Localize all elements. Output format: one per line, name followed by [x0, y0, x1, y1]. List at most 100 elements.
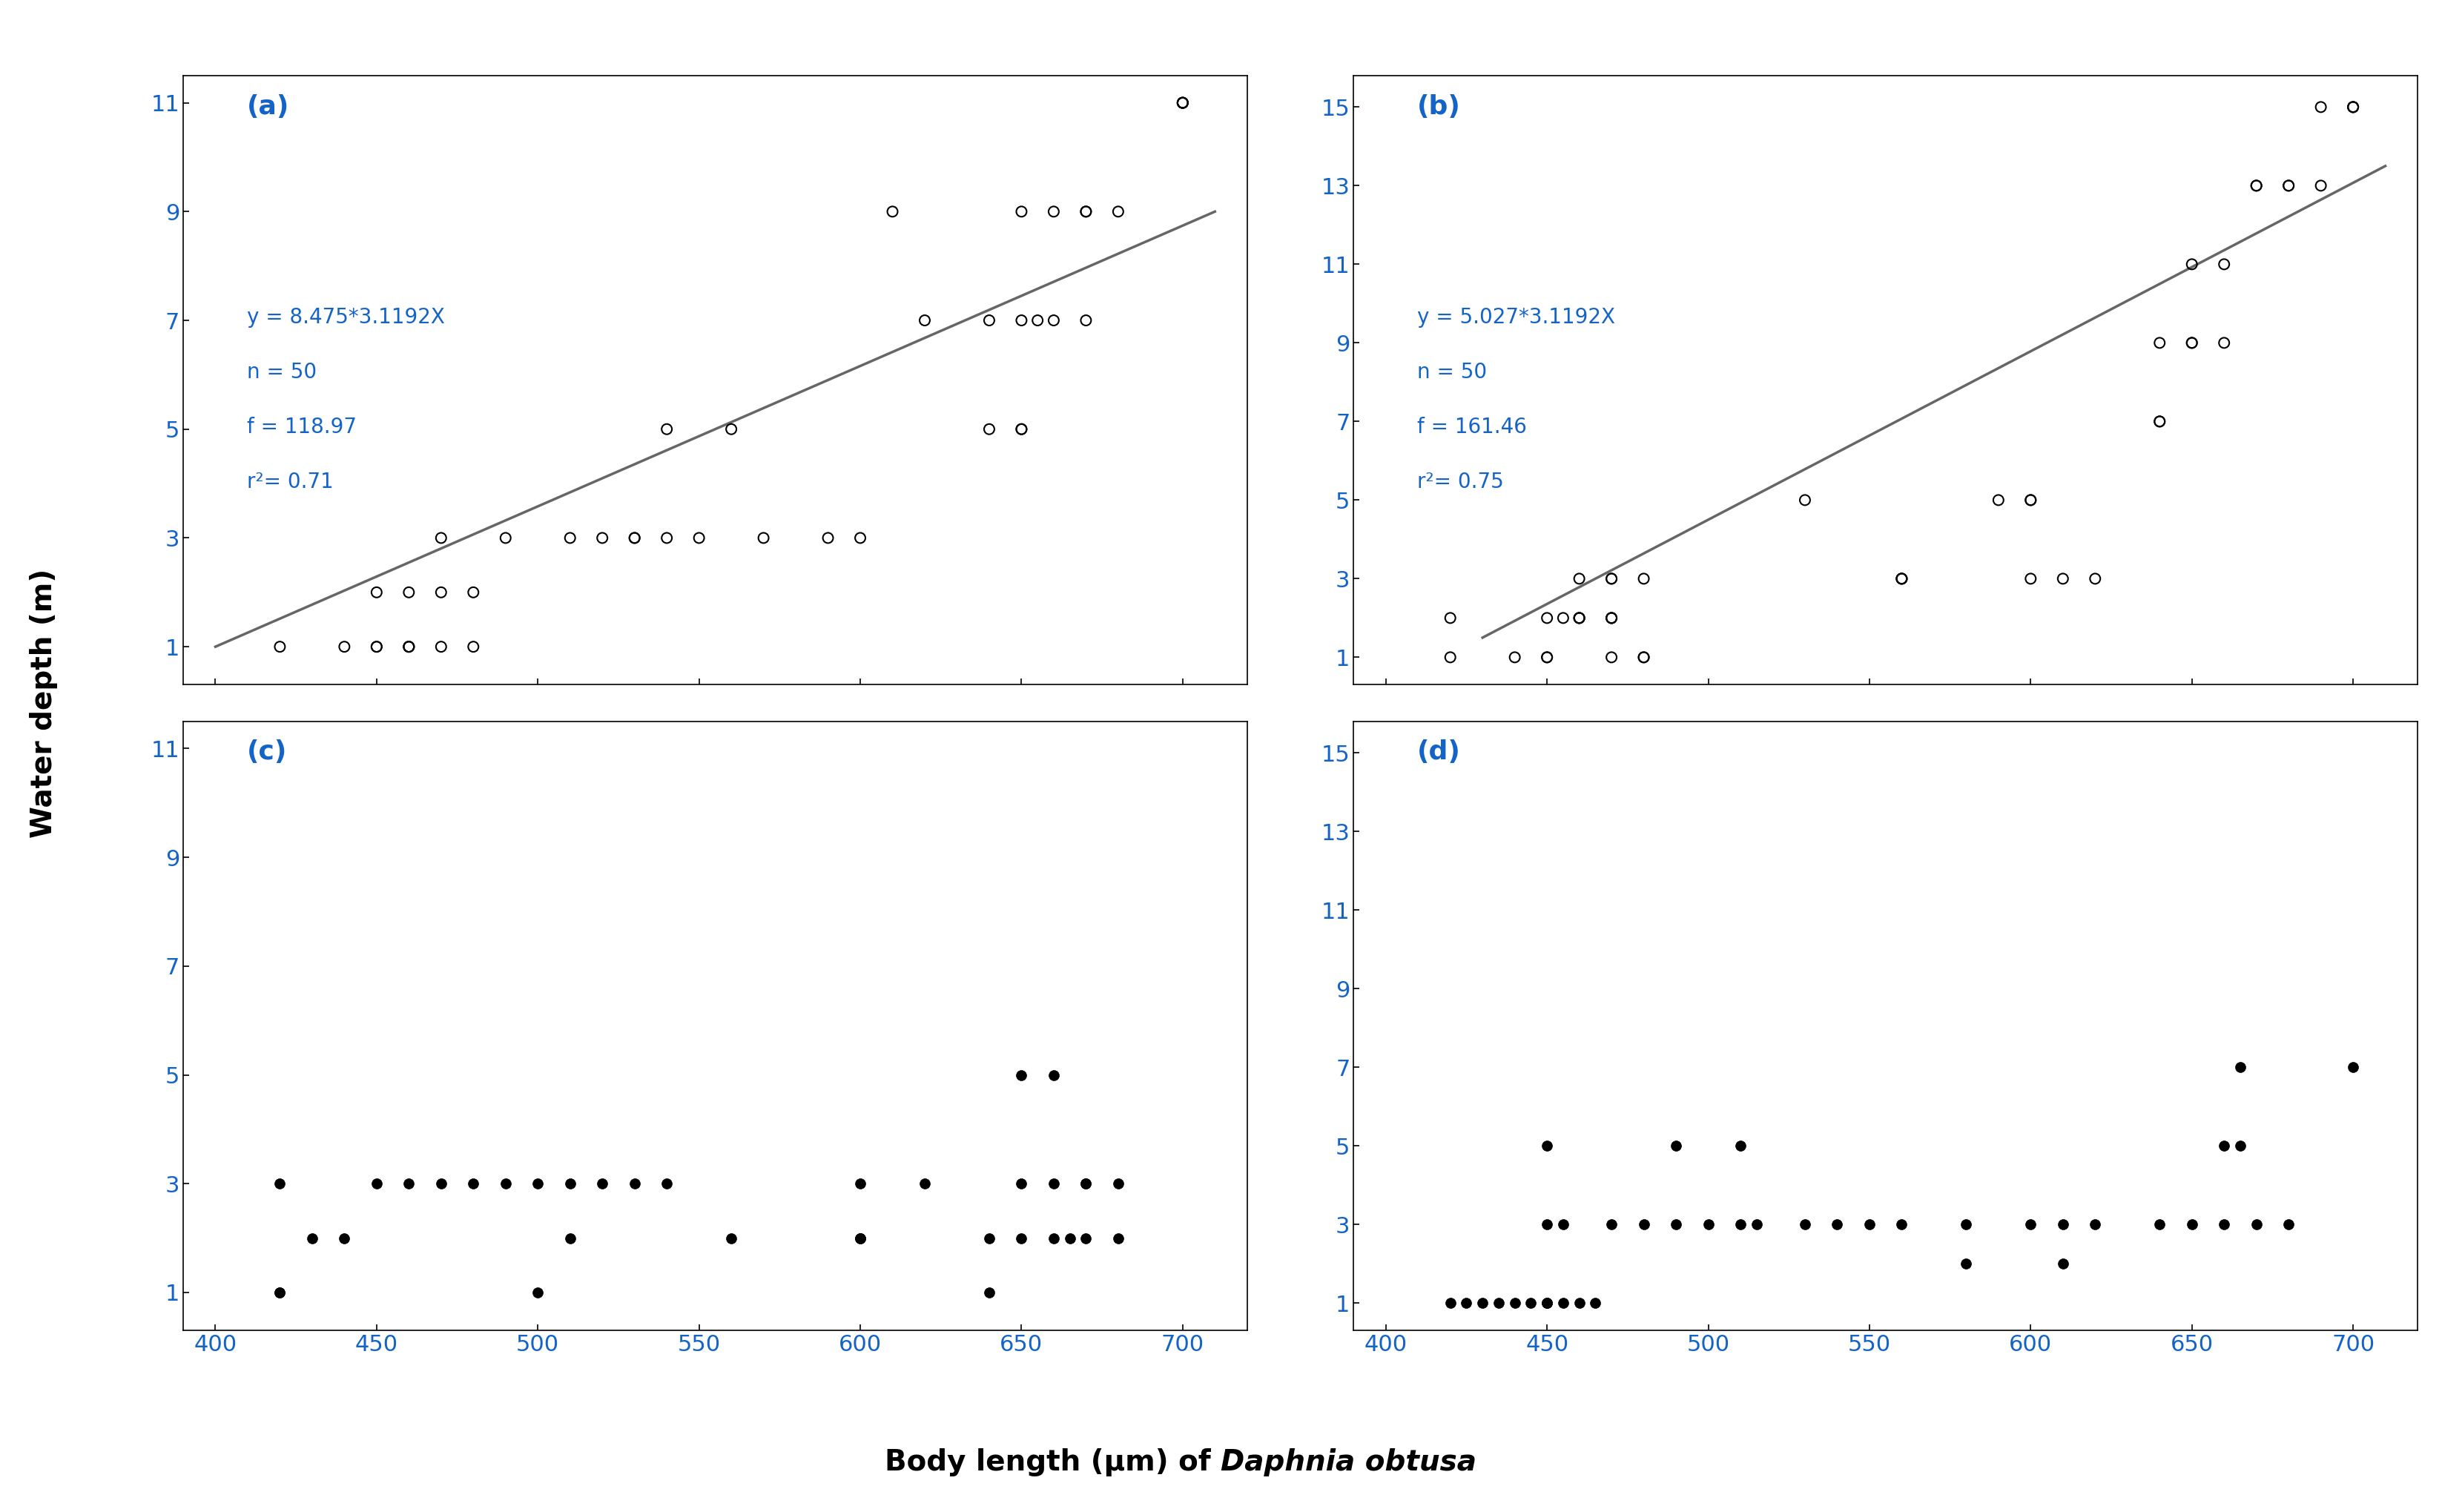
Text: (d): (d): [1416, 739, 1460, 765]
Point: [549, 1226, 589, 1250]
Point: [2269, 174, 2308, 198]
Point: [1099, 1172, 1138, 1196]
Point: [840, 1226, 879, 1250]
Point: [1656, 1213, 1695, 1237]
Point: [388, 581, 427, 605]
Point: [615, 526, 654, 550]
Point: [422, 1172, 462, 1196]
Point: [1099, 1226, 1138, 1250]
Point: [2335, 95, 2374, 119]
Point: [647, 1172, 686, 1196]
Point: [261, 1172, 300, 1196]
Point: [2269, 174, 2308, 198]
Point: [1946, 1213, 1985, 1237]
Point: [1529, 1291, 1568, 1315]
Point: [1050, 1226, 1089, 1250]
Point: [1529, 1291, 1568, 1315]
Point: [2335, 1055, 2374, 1080]
Point: [1431, 1291, 1470, 1315]
Point: [1624, 646, 1663, 670]
Point: [325, 1226, 364, 1250]
Point: [969, 1226, 1009, 1250]
Point: [840, 1226, 879, 1250]
Text: (c): (c): [247, 739, 288, 765]
Point: [1033, 1226, 1072, 1250]
Point: [1162, 91, 1201, 115]
Point: [584, 1172, 623, 1196]
Point: [1560, 567, 1600, 591]
Text: r²= 0.75: r²= 0.75: [1416, 472, 1504, 493]
Point: [2335, 95, 2374, 119]
Point: [1883, 567, 1922, 591]
Point: [1001, 417, 1040, 442]
Point: [1817, 1213, 1856, 1237]
Point: [711, 1226, 750, 1250]
Point: [1033, 308, 1072, 333]
Point: [1575, 1291, 1614, 1315]
Point: [1529, 1134, 1568, 1158]
Point: [549, 526, 589, 550]
Point: [1529, 646, 1568, 670]
Point: [1529, 646, 1568, 670]
Point: [1001, 1172, 1040, 1196]
Point: [2300, 174, 2339, 198]
Point: [2220, 1134, 2259, 1158]
Point: [1446, 1291, 1485, 1315]
Point: [2269, 1213, 2308, 1237]
Point: [1883, 1213, 1922, 1237]
Point: [1431, 646, 1470, 670]
Point: [1592, 606, 1631, 631]
Point: [357, 1172, 396, 1196]
Point: [1592, 1213, 1631, 1237]
Point: [1624, 567, 1663, 591]
Point: [518, 1281, 557, 1305]
Point: [2173, 253, 2212, 277]
Point: [840, 1226, 879, 1250]
Point: [1480, 1291, 1519, 1315]
Point: [2044, 567, 2083, 591]
Point: [1978, 488, 2017, 513]
Point: [1495, 1291, 1534, 1315]
Point: [1162, 91, 1201, 115]
Point: [422, 635, 462, 659]
Point: [1033, 1063, 1072, 1087]
Text: y = 8.475*3.1192X: y = 8.475*3.1192X: [247, 307, 444, 328]
Point: [2205, 1213, 2244, 1237]
Point: [2139, 1213, 2178, 1237]
Point: [2076, 1213, 2115, 1237]
Point: [1946, 1252, 1985, 1276]
Point: [1001, 308, 1040, 333]
Point: [1592, 606, 1631, 631]
Point: [1431, 606, 1470, 631]
Text: r²= 0.71: r²= 0.71: [247, 472, 335, 493]
Text: n = 50: n = 50: [247, 361, 317, 383]
Text: y = 5.027*3.1192X: y = 5.027*3.1192X: [1416, 307, 1617, 328]
Point: [2012, 567, 2051, 591]
Point: [422, 581, 462, 605]
Text: n = 50: n = 50: [1416, 361, 1487, 383]
Point: [1624, 1213, 1663, 1237]
Point: [293, 1226, 332, 1250]
Point: [1560, 1291, 1600, 1315]
Point: [1656, 1134, 1695, 1158]
Text: Water depth (m): Water depth (m): [29, 569, 59, 838]
Point: [1690, 1213, 1729, 1237]
Point: [357, 635, 396, 659]
Point: [1067, 200, 1106, 224]
Point: [2300, 95, 2339, 119]
Point: [357, 581, 396, 605]
Point: [1099, 200, 1138, 224]
Point: [1592, 567, 1631, 591]
Point: [1543, 1291, 1582, 1315]
Point: [2237, 174, 2276, 198]
Point: [808, 526, 847, 550]
Point: [2012, 1213, 2051, 1237]
Point: [1495, 646, 1534, 670]
Point: [1722, 1213, 1761, 1237]
Point: [840, 526, 879, 550]
Text: f = 161.46: f = 161.46: [1416, 417, 1526, 437]
Point: [1512, 1291, 1551, 1315]
Point: [1543, 1213, 1582, 1237]
Point: [1001, 200, 1040, 224]
Point: [745, 526, 784, 550]
